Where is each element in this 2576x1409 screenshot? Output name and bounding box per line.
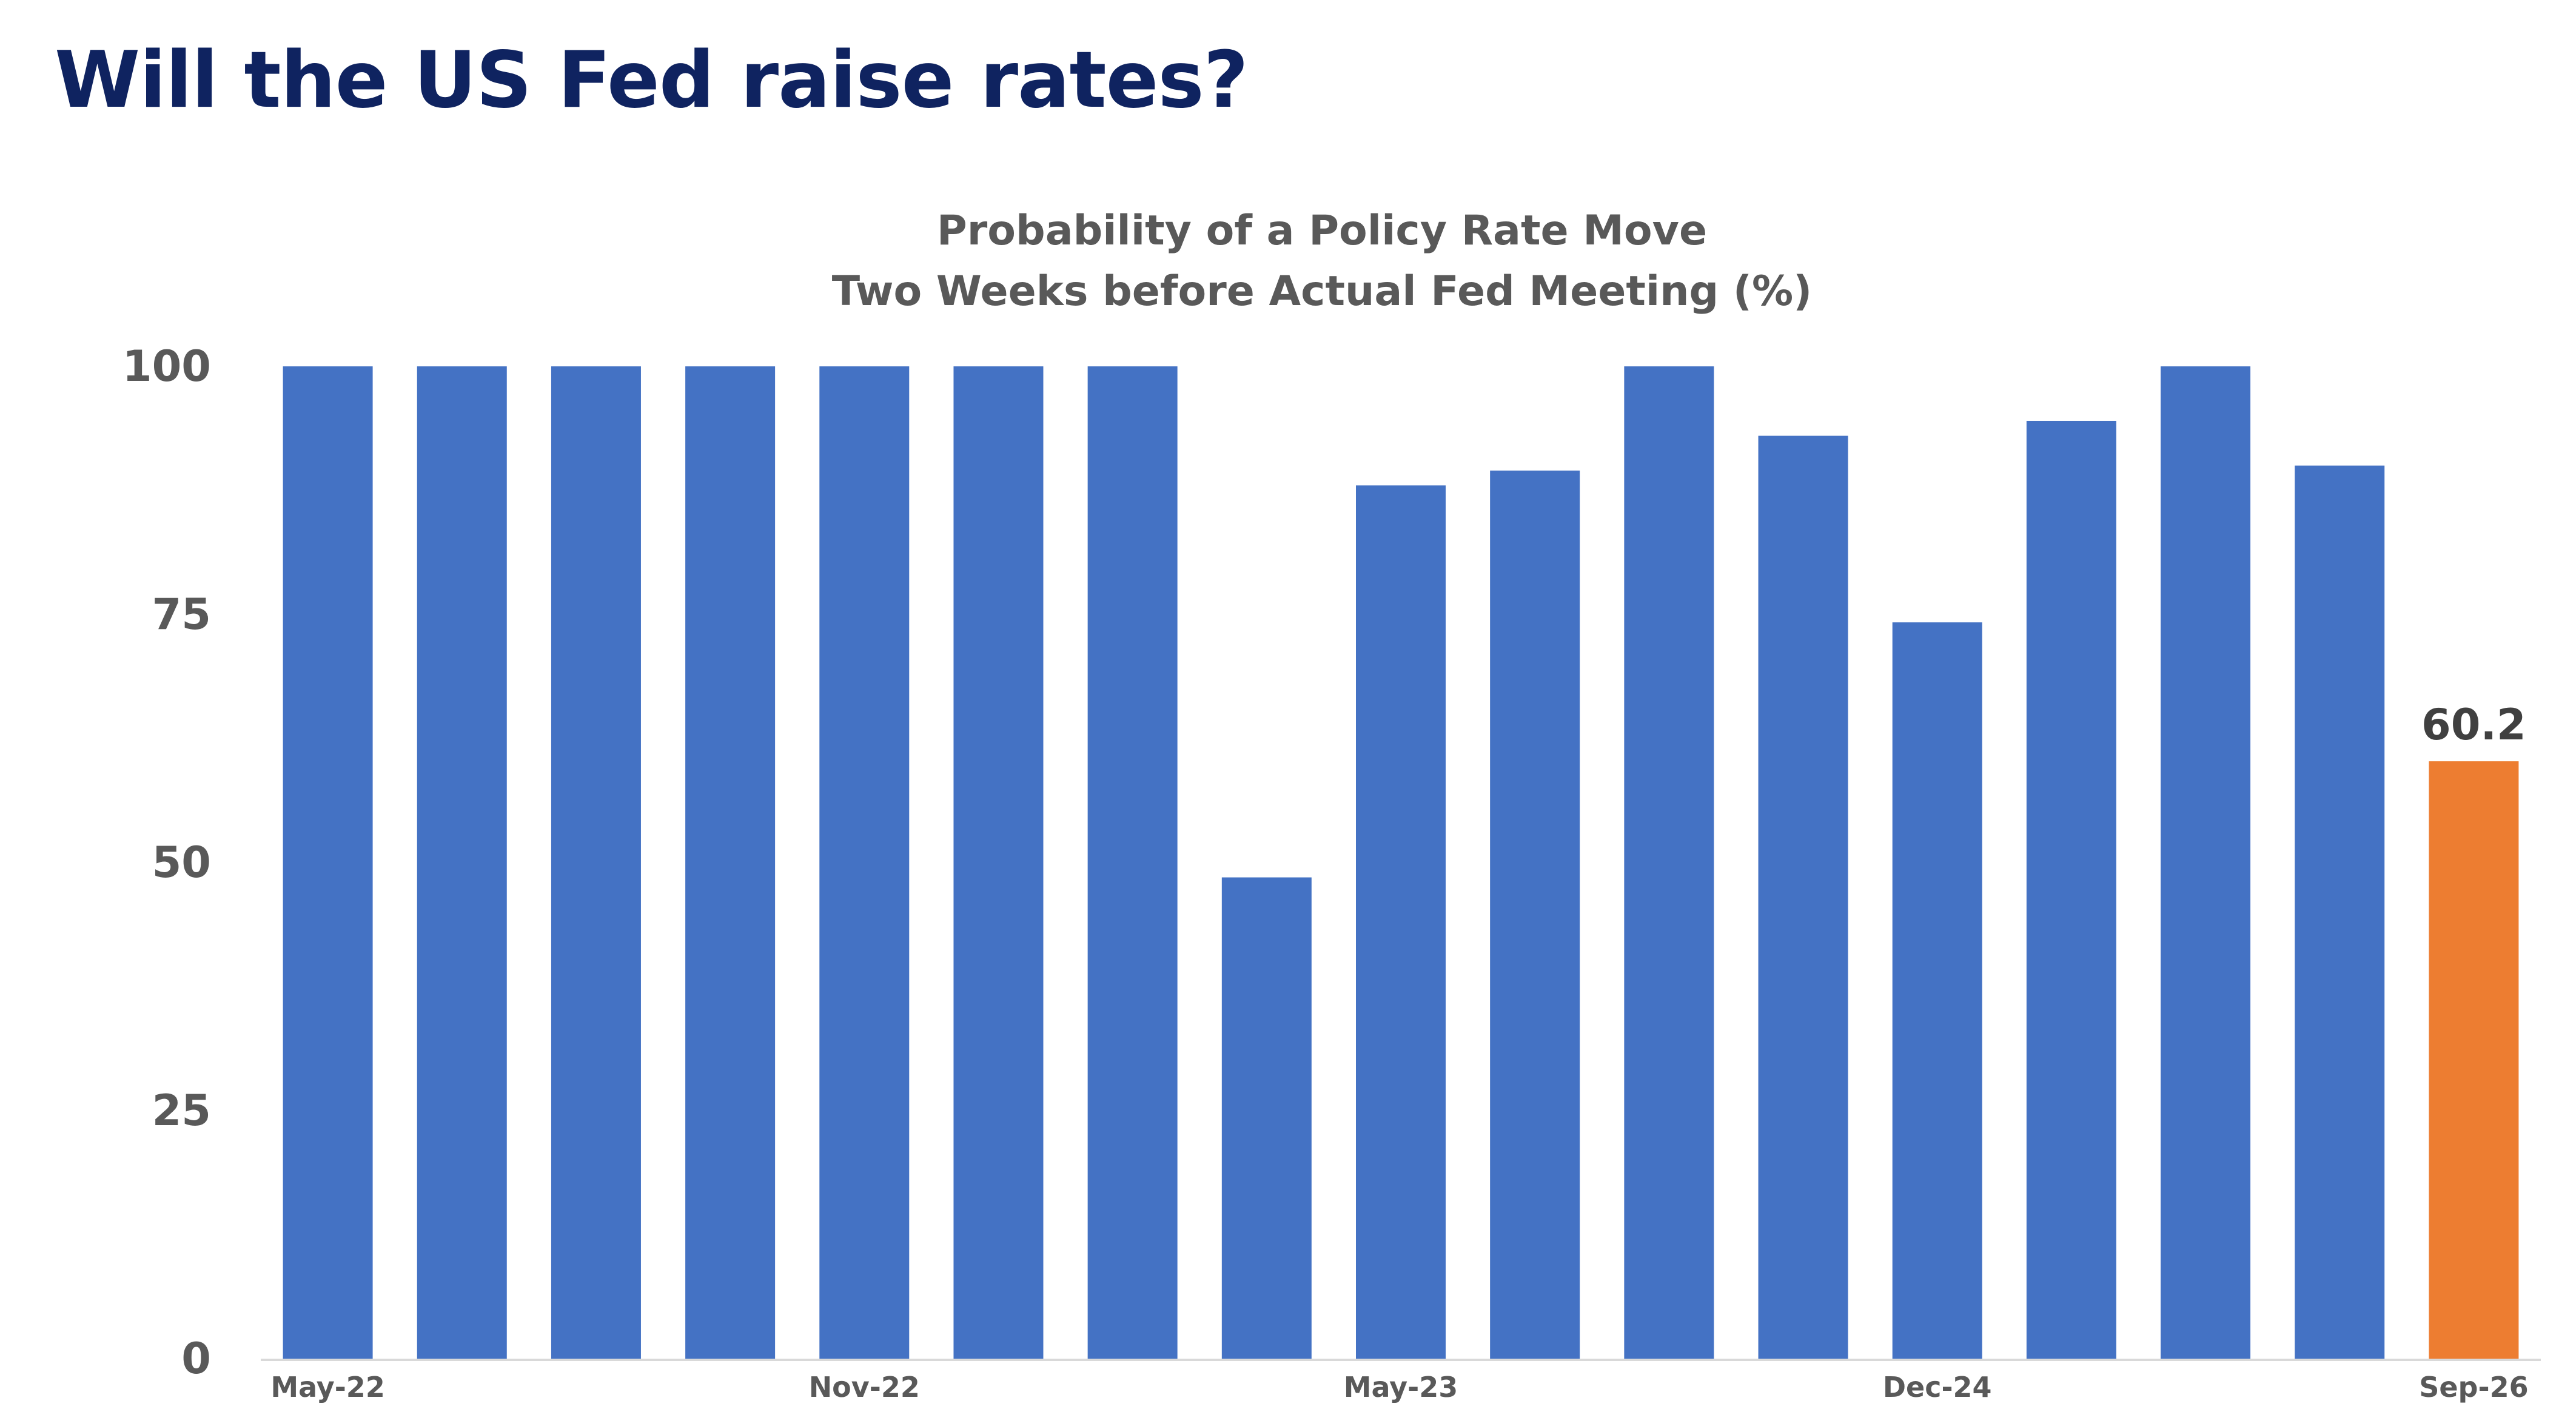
bar-15 (2295, 465, 2385, 1359)
y-tick-label-25: 25 (152, 1086, 211, 1135)
bar-16 (2429, 761, 2519, 1359)
data-label-16: 60.2 (2421, 700, 2526, 750)
y-tick-label-75: 75 (152, 590, 211, 639)
bar-3 (685, 366, 776, 1359)
bar-13 (2026, 420, 2116, 1359)
x-tick-label-may-23: May-23 (1344, 1371, 1458, 1404)
x-tick-label-nov-22: Nov-22 (809, 1371, 920, 1404)
bar-14 (2161, 366, 2251, 1359)
bar-5 (953, 366, 1044, 1359)
x-tick-label-dec-24: Dec-24 (1883, 1371, 1992, 1404)
bar-2 (551, 366, 641, 1359)
y-tick-label-100: 100 (122, 341, 211, 391)
y-tick-label-0: 0 (181, 1334, 211, 1384)
bar-12 (1892, 622, 1982, 1359)
bar-11 (1758, 435, 1848, 1359)
x-tick-label-may-22: May-22 (270, 1371, 385, 1404)
bar-8 (1356, 485, 1446, 1359)
bar-10 (1624, 366, 1714, 1359)
bar-7 (1221, 877, 1312, 1359)
x-tick-label-sep-26: Sep-26 (2419, 1371, 2528, 1404)
bar-1 (417, 366, 507, 1359)
chart-subtitle: Two Weeks before Actual Fed Meeting (%) (832, 267, 1812, 315)
page-title: Will the US Fed raise rates? (55, 35, 1249, 126)
y-axis-tick-labels: 0 25 50 75 100 (122, 341, 211, 1384)
bar-series (283, 366, 2519, 1359)
data-labels: 60.2 (2421, 700, 2526, 750)
y-tick-label-50: 50 (152, 838, 211, 887)
bar-6 (1087, 366, 1178, 1359)
bar-4 (819, 366, 910, 1359)
chart-title: Probability of a Policy Rate Move (937, 207, 1707, 255)
x-axis-tick-labels: May-22 Nov-22 May-23 Dec-24 Sep-26 (270, 1371, 2528, 1404)
bar-9 (1490, 470, 1580, 1359)
bar-0 (283, 366, 373, 1359)
